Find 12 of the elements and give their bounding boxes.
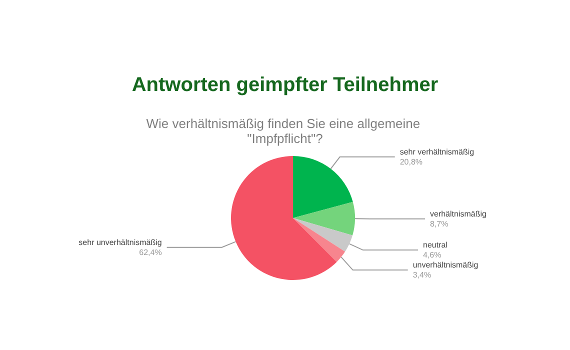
chart-subtitle: Wie verhältnismäßig finden Sie eine allgemeine "Impfpflicht"? [146,116,424,146]
slice-label: neutral [423,240,448,250]
slice-label: unverhältnismäßig [412,260,478,270]
data-label: 62,4% [139,248,162,257]
data-label: 20,8% [400,157,423,166]
data-label: 8,7% [430,219,448,228]
data-label: 3,4% [412,270,432,280]
slice-label: verhältnismäßig [430,209,486,218]
slice-label: sehr verhältnismäßig [400,147,474,156]
chart-title: Antworten geimpfter Teilnehmer [132,74,438,96]
data-label: 4,6% [423,250,442,260]
slice-label: sehr unverhältnismäßig [78,238,162,247]
